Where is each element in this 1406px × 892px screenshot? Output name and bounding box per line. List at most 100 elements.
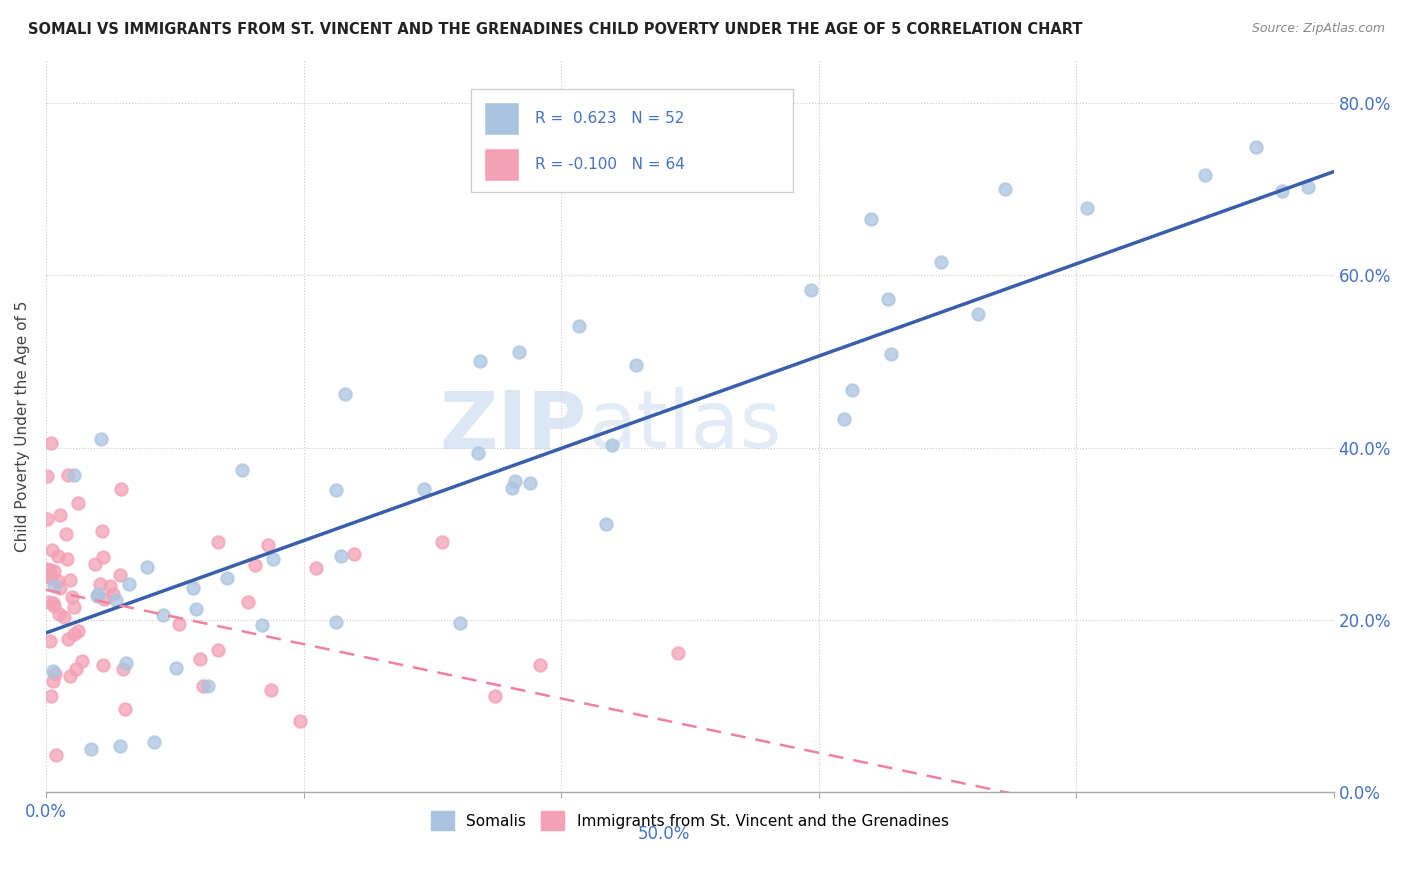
Point — [37, 468, 59, 483]
Point — [66, 496, 89, 510]
Legend: Somalis, Immigrants from St. Vincent and the Grenadines: Somalis, Immigrants from St. Vincent and… — [425, 805, 955, 836]
Point — [501, 481, 523, 495]
Point — [181, 581, 204, 595]
Point — [48, 607, 70, 621]
Point — [58, 632, 80, 646]
Point — [114, 702, 136, 716]
Point — [207, 535, 229, 549]
Point — [65, 662, 87, 676]
Point — [90, 432, 112, 446]
Point — [49, 581, 72, 595]
Point — [38, 563, 60, 577]
Point — [98, 579, 121, 593]
Point — [188, 652, 211, 666]
Point — [666, 647, 689, 661]
Point — [152, 608, 174, 623]
Point — [1296, 179, 1319, 194]
Point — [508, 344, 530, 359]
Point — [35, 561, 58, 575]
Point — [994, 182, 1017, 196]
Point — [595, 516, 617, 531]
Point — [93, 592, 115, 607]
Point — [38, 570, 60, 584]
Point — [257, 538, 280, 552]
Point — [236, 595, 259, 609]
Point — [55, 551, 77, 566]
Point — [260, 682, 283, 697]
Point — [42, 599, 65, 614]
Point — [1194, 168, 1216, 182]
Point — [41, 689, 63, 703]
Point — [449, 615, 471, 630]
Text: ZIP: ZIP — [440, 387, 586, 465]
Point — [186, 601, 208, 615]
Point — [929, 254, 952, 268]
Point — [66, 624, 89, 638]
Point — [63, 599, 86, 614]
Point — [877, 292, 900, 306]
Point — [1271, 184, 1294, 198]
Point — [59, 573, 82, 587]
Point — [56, 468, 79, 483]
Point — [46, 549, 69, 564]
Point — [44, 667, 66, 681]
Point — [333, 387, 356, 401]
Text: Source: ZipAtlas.com: Source: ZipAtlas.com — [1251, 22, 1385, 36]
Point — [602, 438, 624, 452]
Point — [243, 558, 266, 573]
Point — [859, 211, 882, 226]
Point — [262, 552, 284, 566]
Point — [624, 358, 647, 372]
Point — [412, 482, 434, 496]
Point — [63, 627, 86, 641]
Point — [115, 656, 138, 670]
Point — [42, 664, 65, 678]
Point — [62, 467, 84, 482]
Point — [39, 633, 62, 648]
Point — [197, 679, 219, 693]
Point — [42, 564, 65, 578]
Point — [60, 591, 83, 605]
Point — [143, 735, 166, 749]
Point — [118, 576, 141, 591]
Point — [38, 595, 60, 609]
Point — [468, 354, 491, 368]
Point — [484, 689, 506, 703]
Point — [305, 561, 328, 575]
Point — [250, 617, 273, 632]
Y-axis label: Child Poverty Under the Age of 5: Child Poverty Under the Age of 5 — [15, 301, 30, 551]
Text: 50.0%: 50.0% — [637, 825, 690, 844]
Point — [55, 527, 77, 541]
Point — [167, 617, 190, 632]
Point — [568, 318, 591, 333]
Point — [59, 669, 82, 683]
Point — [231, 463, 253, 477]
Point — [329, 549, 352, 563]
Point — [467, 445, 489, 459]
Point — [104, 593, 127, 607]
Point — [83, 557, 105, 571]
Point — [841, 383, 863, 397]
Point — [42, 596, 65, 610]
Point — [45, 748, 67, 763]
Point — [39, 436, 62, 450]
Point — [48, 508, 70, 522]
Point — [53, 610, 76, 624]
Point — [37, 511, 59, 525]
Point — [800, 283, 823, 297]
Point — [1076, 201, 1098, 215]
Point — [91, 550, 114, 565]
Point — [288, 714, 311, 728]
Point — [103, 587, 125, 601]
Point — [325, 483, 347, 497]
Point — [108, 568, 131, 582]
Point — [70, 654, 93, 668]
Point — [42, 579, 65, 593]
Point — [207, 643, 229, 657]
Point — [86, 589, 108, 603]
Point — [834, 411, 856, 425]
Point — [80, 742, 103, 756]
Point — [880, 346, 903, 360]
Point — [1246, 140, 1268, 154]
Point — [165, 661, 187, 675]
